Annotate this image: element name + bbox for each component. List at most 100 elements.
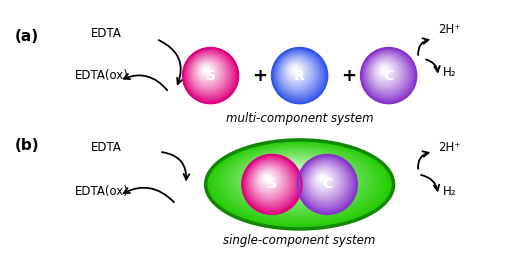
Ellipse shape xyxy=(256,167,282,194)
Ellipse shape xyxy=(191,56,226,91)
Ellipse shape xyxy=(290,65,301,76)
Ellipse shape xyxy=(318,174,328,184)
Ellipse shape xyxy=(301,158,353,210)
Ellipse shape xyxy=(285,60,309,85)
Ellipse shape xyxy=(249,162,291,203)
Ellipse shape xyxy=(236,151,356,208)
Ellipse shape xyxy=(370,57,403,89)
Ellipse shape xyxy=(200,65,213,77)
Text: 2H⁺: 2H⁺ xyxy=(438,141,461,154)
Ellipse shape xyxy=(267,162,319,187)
Ellipse shape xyxy=(192,57,225,89)
Ellipse shape xyxy=(280,56,316,91)
Ellipse shape xyxy=(375,61,396,82)
Ellipse shape xyxy=(264,176,270,182)
Ellipse shape xyxy=(369,56,405,91)
Text: multi-component system: multi-component system xyxy=(226,112,374,125)
Ellipse shape xyxy=(255,167,283,195)
Ellipse shape xyxy=(186,51,233,98)
Ellipse shape xyxy=(320,176,325,181)
Ellipse shape xyxy=(310,167,339,195)
Ellipse shape xyxy=(381,67,388,74)
Ellipse shape xyxy=(298,155,357,214)
Ellipse shape xyxy=(315,171,333,189)
Ellipse shape xyxy=(273,49,326,102)
Ellipse shape xyxy=(257,169,280,192)
Ellipse shape xyxy=(189,53,230,95)
Ellipse shape xyxy=(197,61,219,83)
Ellipse shape xyxy=(203,67,209,73)
Ellipse shape xyxy=(363,50,413,100)
Ellipse shape xyxy=(306,163,345,201)
Ellipse shape xyxy=(312,169,336,192)
Text: C: C xyxy=(322,177,333,192)
Ellipse shape xyxy=(298,155,357,214)
Ellipse shape xyxy=(279,54,317,93)
Ellipse shape xyxy=(378,64,392,78)
Ellipse shape xyxy=(379,66,389,75)
Ellipse shape xyxy=(319,176,326,182)
Ellipse shape xyxy=(212,142,385,224)
Text: +: + xyxy=(252,67,268,85)
Ellipse shape xyxy=(248,161,293,205)
Ellipse shape xyxy=(321,177,324,180)
Ellipse shape xyxy=(281,57,314,89)
Ellipse shape xyxy=(194,59,222,86)
Ellipse shape xyxy=(293,68,297,72)
Ellipse shape xyxy=(260,172,275,187)
Ellipse shape xyxy=(253,157,336,196)
Ellipse shape xyxy=(364,51,412,99)
Ellipse shape xyxy=(204,68,207,71)
Ellipse shape xyxy=(253,165,286,198)
Ellipse shape xyxy=(314,170,334,190)
Ellipse shape xyxy=(184,49,237,102)
Ellipse shape xyxy=(245,157,298,210)
Ellipse shape xyxy=(282,58,312,87)
Ellipse shape xyxy=(201,65,212,76)
Ellipse shape xyxy=(229,149,365,213)
Ellipse shape xyxy=(362,48,416,102)
Ellipse shape xyxy=(314,170,334,190)
Ellipse shape xyxy=(311,168,337,193)
Ellipse shape xyxy=(260,172,276,188)
Ellipse shape xyxy=(278,53,319,95)
Ellipse shape xyxy=(222,146,373,217)
Text: +: + xyxy=(341,67,357,85)
Ellipse shape xyxy=(319,175,326,182)
Ellipse shape xyxy=(265,176,269,181)
Ellipse shape xyxy=(277,52,321,96)
Ellipse shape xyxy=(197,61,218,82)
Ellipse shape xyxy=(382,68,386,72)
Ellipse shape xyxy=(196,60,219,84)
Ellipse shape xyxy=(288,63,305,80)
Ellipse shape xyxy=(198,62,216,80)
Ellipse shape xyxy=(299,156,355,212)
Ellipse shape xyxy=(280,167,302,178)
Ellipse shape xyxy=(280,56,315,91)
Ellipse shape xyxy=(370,57,403,90)
Text: H₂: H₂ xyxy=(443,66,456,79)
Ellipse shape xyxy=(186,51,234,99)
Ellipse shape xyxy=(243,155,301,213)
Text: H₂: H₂ xyxy=(443,185,456,198)
Ellipse shape xyxy=(199,63,216,80)
Ellipse shape xyxy=(232,150,360,210)
Ellipse shape xyxy=(317,173,330,186)
Ellipse shape xyxy=(263,161,324,190)
Ellipse shape xyxy=(316,172,331,187)
Ellipse shape xyxy=(259,170,278,190)
Ellipse shape xyxy=(192,57,225,90)
Ellipse shape xyxy=(380,66,388,75)
Ellipse shape xyxy=(368,55,406,92)
Ellipse shape xyxy=(183,48,238,103)
Ellipse shape xyxy=(366,52,410,96)
Ellipse shape xyxy=(198,62,217,81)
Text: (a): (a) xyxy=(15,29,39,44)
Ellipse shape xyxy=(361,48,416,103)
Text: R: R xyxy=(294,69,305,83)
Text: C: C xyxy=(384,69,394,83)
Ellipse shape xyxy=(284,59,311,86)
Ellipse shape xyxy=(363,50,414,101)
Ellipse shape xyxy=(379,65,390,76)
Ellipse shape xyxy=(300,157,354,210)
